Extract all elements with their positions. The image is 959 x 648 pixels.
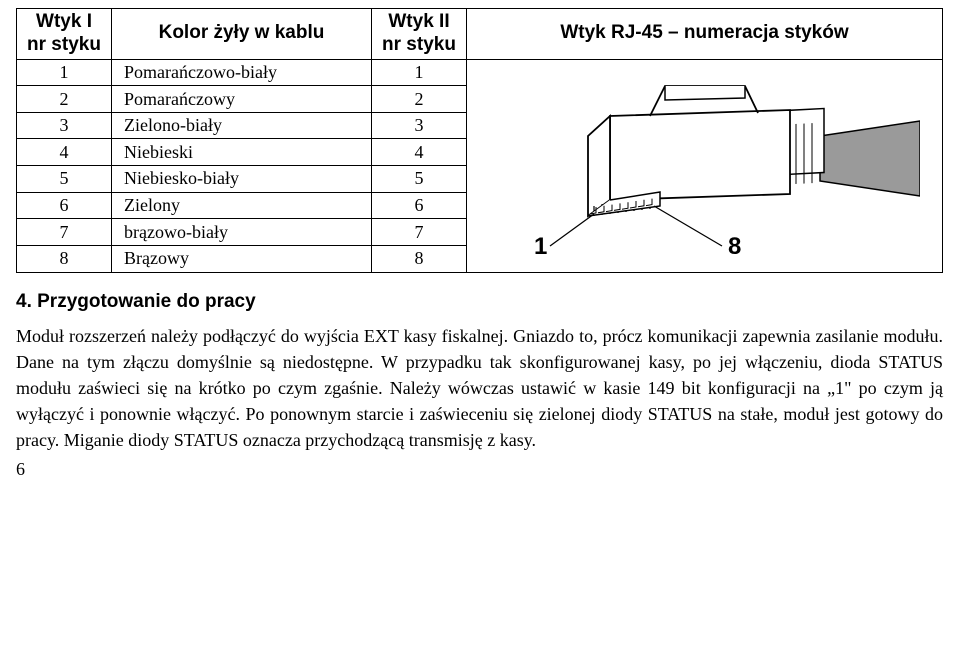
wire-color: Pomarańczowo-biały	[112, 59, 372, 86]
pin-a: 5	[17, 166, 112, 193]
header-wire-color: Kolor żyły w kablu	[112, 9, 372, 60]
pin-a: 8	[17, 245, 112, 272]
wire-color: Pomarańczowy	[112, 86, 372, 113]
pin-a: 6	[17, 192, 112, 219]
body-paragraph: Moduł rozszerzeń należy podłączyć do wyj…	[16, 323, 943, 453]
pin-b: 1	[372, 59, 467, 86]
pin-a: 3	[17, 112, 112, 139]
header-plug1-l2: nr styku	[27, 34, 101, 55]
header-diagram: Wtyk RJ-45 – numeracja styków	[467, 9, 943, 60]
header-plug1: Wtyk I nr styku	[17, 9, 112, 60]
header-plug2-l2: nr styku	[382, 34, 456, 55]
pin-label-1: 1	[534, 233, 547, 260]
pin-b: 4	[372, 139, 467, 166]
pin-b: 5	[372, 166, 467, 193]
wire-color: Niebieski	[112, 139, 372, 166]
header-plug2: Wtyk II nr styku	[372, 9, 467, 60]
pin-b: 2	[372, 86, 467, 113]
pin-label-8: 8	[728, 233, 741, 260]
header-plug2-l1: Wtyk II	[388, 11, 449, 32]
rj45-diagram-cell: 1 8	[467, 59, 943, 272]
wire-color: Niebiesko-biały	[112, 166, 372, 193]
wire-color: Zielony	[112, 192, 372, 219]
header-plug1-l1: Wtyk I	[36, 11, 92, 32]
wire-color: brązowo-biały	[112, 219, 372, 246]
rj45-connector-icon: 1 8	[490, 66, 920, 266]
pin-b: 6	[372, 192, 467, 219]
wire-color: Brązowy	[112, 245, 372, 272]
pin-b: 3	[372, 112, 467, 139]
pin-a: 1	[17, 59, 112, 86]
pinout-table: Wtyk I nr styku Kolor żyły w kablu Wtyk …	[16, 8, 943, 273]
pin-a: 2	[17, 86, 112, 113]
page-number: 6	[16, 459, 943, 480]
pin-b: 7	[372, 219, 467, 246]
wire-color: Zielono-biały	[112, 112, 372, 139]
pin-a: 4	[17, 139, 112, 166]
pinout-rows: 1 Pomarańczowo-biały 1	[17, 59, 943, 272]
section-title: 4. Przygotowanie do pracy	[16, 291, 943, 313]
pin-a: 7	[17, 219, 112, 246]
pin-b: 8	[372, 245, 467, 272]
table-row: 1 Pomarańczowo-biały 1	[17, 59, 943, 86]
